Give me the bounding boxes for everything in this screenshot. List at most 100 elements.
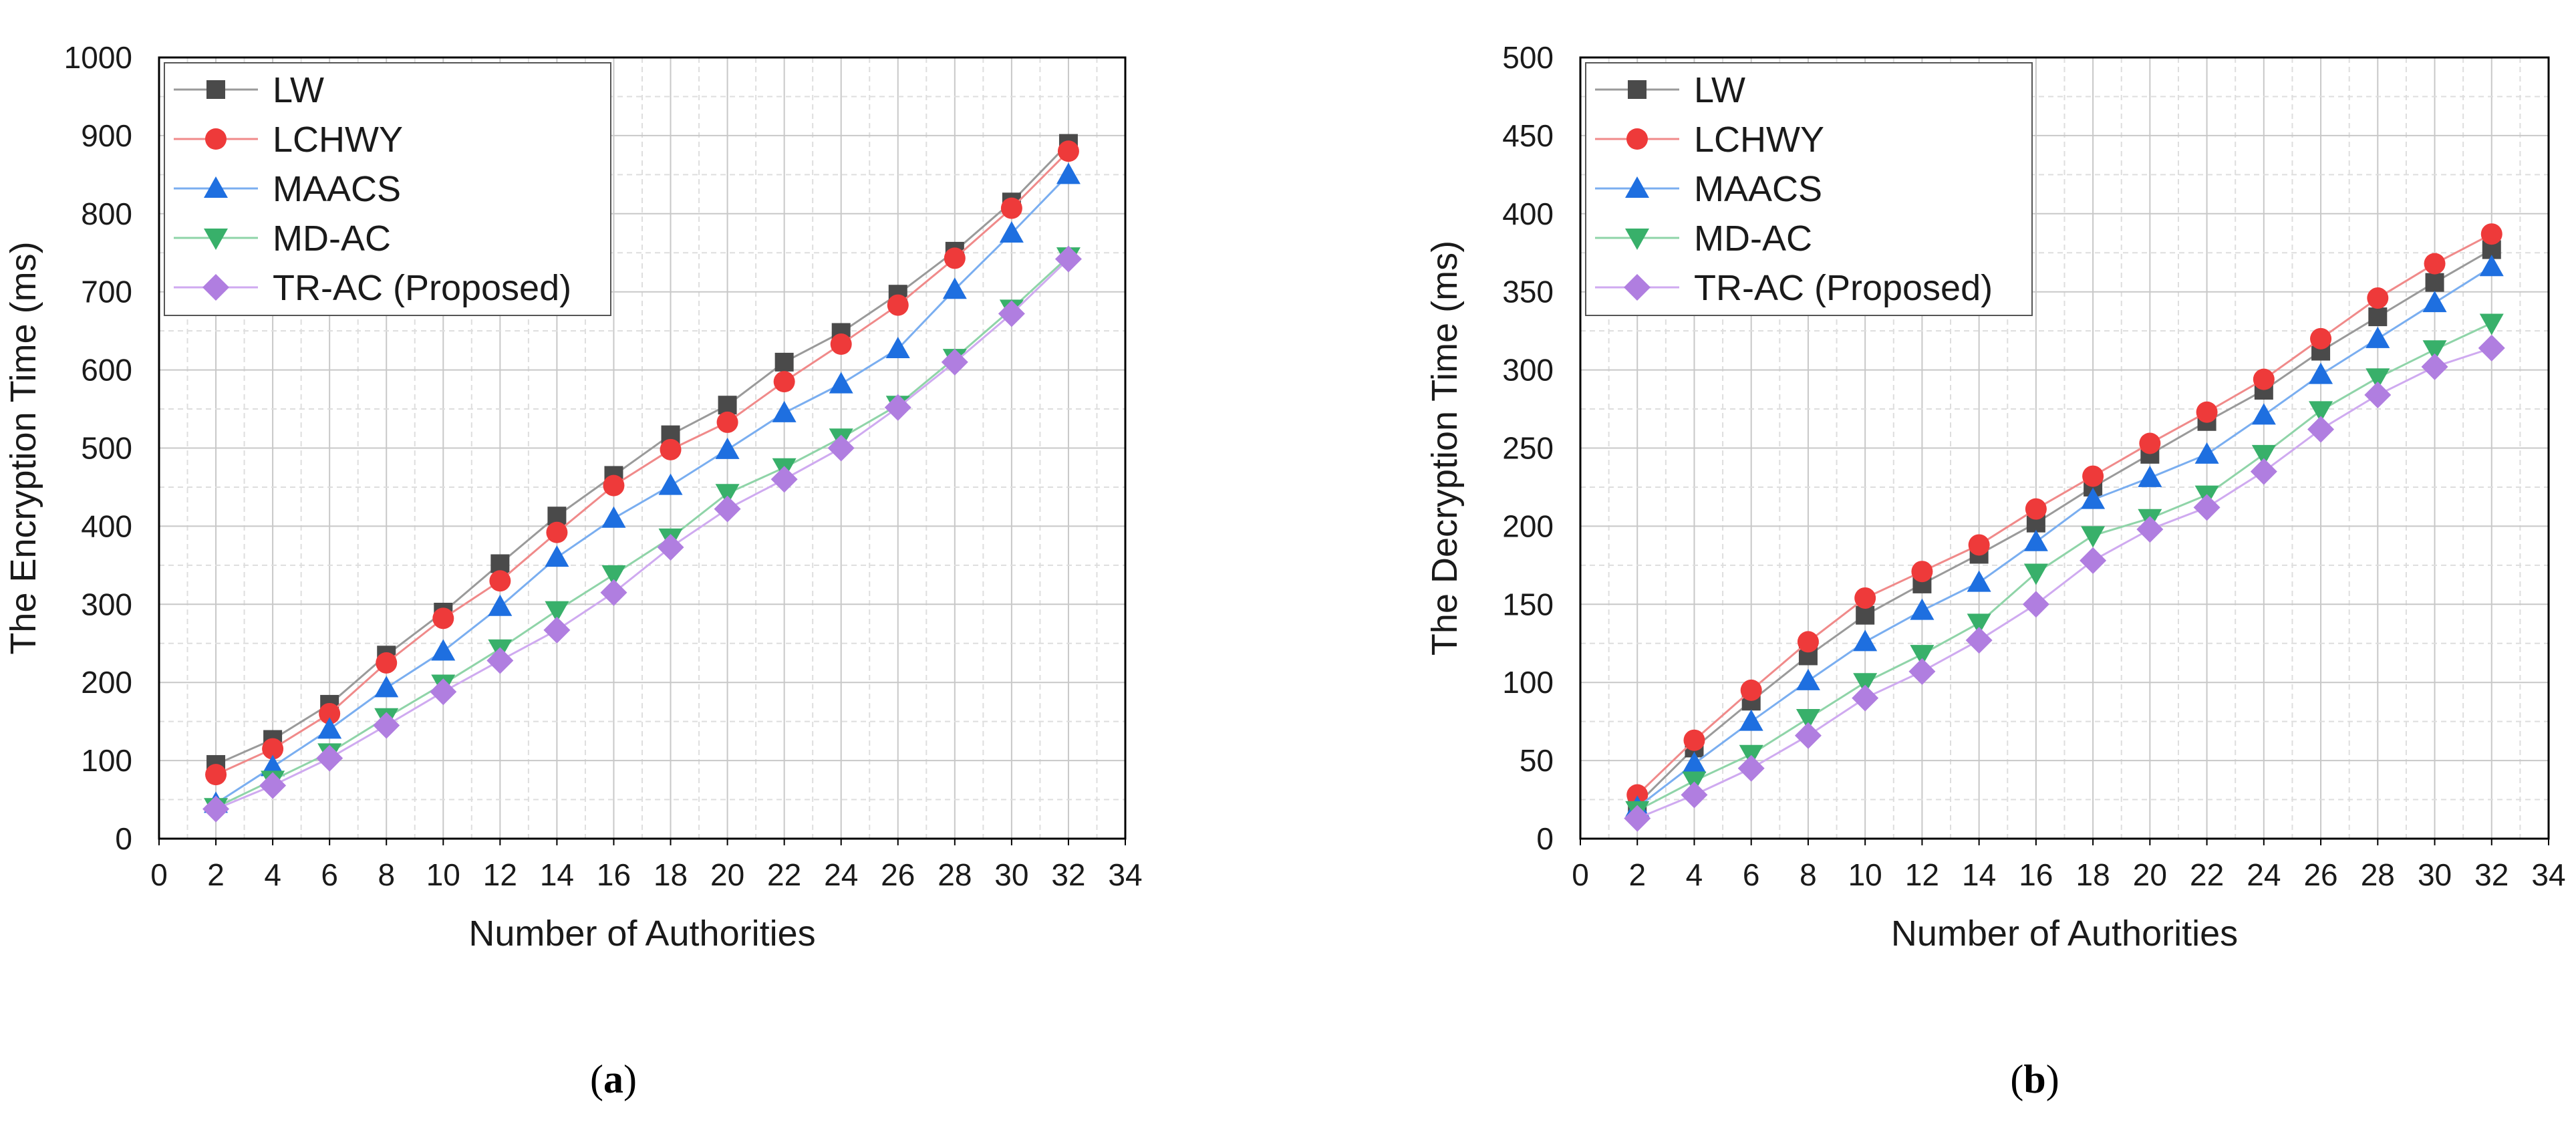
data-point [2025,498,2047,520]
x-tick-label: 2 [1628,857,1646,892]
x-tick-label: 26 [2303,857,2337,892]
data-point [262,738,284,760]
plot-frame [1579,56,2550,840]
x-tick-label: 16 [597,857,631,892]
series-line [215,150,1070,776]
series-line [1636,233,2492,796]
x-tick-label: 14 [540,857,574,892]
data-point [205,764,227,786]
data-point [998,300,1025,327]
y-tick-label: 200 [1502,509,1554,543]
data-point [1853,629,1878,652]
data-point [1794,722,1822,749]
data-point [770,466,798,493]
x-tick-label: 6 [1743,857,1760,892]
x-tick-label: 8 [1800,857,1817,892]
x-tick-label: 0 [1572,857,1589,892]
legend-item: LCHWY [174,120,403,160]
x-tick-label: 22 [2190,857,2224,892]
data-point [830,333,852,356]
x-tick-label: 18 [654,857,688,892]
legend-label: MD-AC [273,219,391,259]
legend-marker [1625,229,1649,250]
legend-marker [205,128,227,150]
data-point [1057,140,1079,162]
y-tick-label: 500 [81,431,132,466]
data-point [1740,679,1762,701]
legend: LW LCHWY MAACS MD-AC TR-AC (Proposed) [1585,62,2033,316]
data-point [430,678,457,706]
data-point [2421,353,2448,380]
y-tick-label: 400 [1502,196,1554,231]
legend-marker [206,80,225,99]
data-point [2193,494,2221,521]
series-line [1636,266,2492,809]
series-tr-ac-proposed [1624,334,2505,832]
y-tick-label: 100 [1502,665,1554,700]
plot-frame [158,56,1127,840]
data-point [658,473,683,495]
y-tick-label: 400 [81,509,132,543]
chart-a: 0 2 4 6 8 10 12 14 16 18 20 22 24 26 28 30 32 34010020030… [3,40,1143,1101]
data-point [374,676,399,698]
y-tick-label: 450 [1502,118,1554,153]
x-tick-label: 32 [2474,857,2509,892]
x-tick-label: 26 [881,857,915,892]
data-point [2309,362,2333,384]
series-line [1636,249,2492,805]
data-point [1967,613,1991,636]
y-tick-label: 300 [1502,353,1554,388]
data-point [1624,805,1651,832]
data-point [2368,307,2388,327]
y-tick-label: 250 [1502,431,1554,466]
x-tick-label: 16 [2019,857,2053,892]
data-point [1681,781,1708,809]
x-tick-label: 10 [1848,857,1882,892]
data-point [773,371,795,393]
legend-item: MAACS [174,169,401,209]
data-point [2253,368,2275,390]
data-point [543,616,571,644]
data-point [774,352,794,372]
data-point [1908,658,1936,685]
legend-item: MD-AC [174,219,391,259]
legend-item: LW [174,70,324,110]
grid [1580,57,2549,839]
data-point [2422,340,2447,362]
data-point [1853,673,1878,695]
data-point [660,438,682,460]
legend-label: MAACS [273,169,401,209]
legend-item: MD-AC [1595,219,1812,259]
x-tick-label: 34 [2531,857,2565,892]
data-point [2367,287,2389,309]
data-point [714,495,741,523]
data-point [1000,197,1022,219]
y-axis-label: The Encryption Time (ms) [3,241,43,654]
y-tick-label: 500 [1502,40,1554,75]
legend-marker [204,229,228,250]
data-point [373,712,400,739]
data-point [545,545,569,567]
y-tick-label: 50 [1520,743,1554,778]
data-point [431,639,456,661]
data-point [1683,729,1705,751]
data-point [887,294,909,316]
data-point [600,579,627,606]
series-line [1636,347,2492,819]
data-point [2310,327,2332,349]
x-tick-label: 18 [2076,857,2110,892]
legend-item: LCHWY [1595,120,1824,160]
data-point [715,437,740,459]
data-point [2251,403,2276,425]
y-axis-label: The Decryption Time (ms) [1425,241,1465,656]
data-point [657,533,684,561]
data-point [1739,709,1763,731]
series-line [215,174,1070,805]
series-md-ac [1625,313,2504,823]
x-tick-label: 20 [710,857,744,892]
x-tick-label: 30 [2418,857,2452,892]
x-tick-label: 2 [207,857,225,892]
x-tick-label: 34 [1108,857,1142,892]
data-point [2307,416,2335,443]
